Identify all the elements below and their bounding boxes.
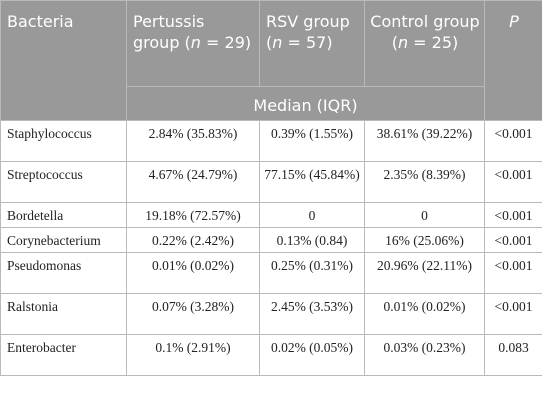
cell-pertussis: 2.84% (35.83%): [126, 120, 260, 162]
table-row: Streptococcus 4.67% (24.79%) 77.15% (45.…: [0, 161, 542, 203]
cell-bacteria: Bordetella: [0, 202, 127, 228]
header-pertussis-group: Pertussis group (n = 29): [126, 0, 260, 87]
cell-p-value: <0.001: [484, 227, 542, 253]
table-row: Bordetella 19.18% (72.57%) 0 0 <0.001: [0, 202, 542, 228]
table-row: Enterobacter 0.1% (2.91%) 0.02% (0.05%) …: [0, 334, 542, 376]
cell-pertussis: 0.1% (2.91%): [126, 334, 260, 376]
cell-bacteria: Enterobacter: [0, 334, 127, 376]
table-body: Staphylococcus 2.84% (35.83%) 0.39% (1.5…: [0, 120, 542, 376]
cell-control: 16% (25.06%): [364, 227, 485, 253]
cell-pertussis: 4.67% (24.79%): [126, 161, 260, 203]
cell-rsv: 2.45% (3.53%): [259, 293, 365, 335]
cell-control: 20.96% (22.11%): [364, 252, 485, 294]
cell-rsv: 0: [259, 202, 365, 228]
header-rsv-group: RSV group (n = 57): [259, 0, 365, 87]
header-median-iqr: Median (IQR): [126, 86, 485, 121]
table-row: Ralstonia 0.07% (3.28%) 2.45% (3.53%) 0.…: [0, 293, 542, 335]
cell-control: 2.35% (8.39%): [364, 161, 485, 203]
cell-bacteria: Corynebacterium: [0, 227, 127, 253]
table-row: Staphylococcus 2.84% (35.83%) 0.39% (1.5…: [0, 120, 542, 162]
bacteria-comparison-table: Bacteria Pertussis group (n = 29) RSV gr…: [0, 0, 542, 376]
cell-p-value: 0.083: [484, 334, 542, 376]
cell-rsv: 77.15% (45.84%): [259, 161, 365, 203]
header-p-value: P: [484, 0, 542, 121]
cell-rsv: 0.39% (1.55%): [259, 120, 365, 162]
header-bacteria: Bacteria: [0, 0, 127, 121]
cell-p-value: <0.001: [484, 293, 542, 335]
cell-bacteria: Ralstonia: [0, 293, 127, 335]
cell-pertussis: 0.22% (2.42%): [126, 227, 260, 253]
table-row: Pseudomonas 0.01% (0.02%) 0.25% (0.31%) …: [0, 252, 542, 294]
cell-control: 0.01% (0.02%): [364, 293, 485, 335]
cell-pertussis: 0.01% (0.02%): [126, 252, 260, 294]
cell-bacteria: Staphylococcus: [0, 120, 127, 162]
cell-bacteria: Pseudomonas: [0, 252, 127, 294]
cell-pertussis: 0.07% (3.28%): [126, 293, 260, 335]
cell-control: 0.03% (0.23%): [364, 334, 485, 376]
cell-control: 0: [364, 202, 485, 228]
cell-p-value: <0.001: [484, 120, 542, 162]
table-row: Corynebacterium 0.22% (2.42%) 0.13% (0.8…: [0, 227, 542, 253]
cell-rsv: 0.13% (0.84): [259, 227, 365, 253]
cell-p-value: <0.001: [484, 202, 542, 228]
cell-rsv: 0.02% (0.05%): [259, 334, 365, 376]
cell-p-value: <0.001: [484, 252, 542, 294]
cell-p-value: <0.001: [484, 161, 542, 203]
cell-rsv: 0.25% (0.31%): [259, 252, 365, 294]
subheader-row: Median (IQR): [1, 86, 542, 121]
table-header: Bacteria Pertussis group (n = 29) RSV gr…: [0, 0, 542, 121]
cell-pertussis: 19.18% (72.57%): [126, 202, 260, 228]
cell-control: 38.61% (39.22%): [364, 120, 485, 162]
header-control-group: Control group (n = 25): [364, 0, 485, 87]
cell-bacteria: Streptococcus: [0, 161, 127, 203]
header-row: Bacteria Pertussis group (n = 29) RSV gr…: [0, 0, 542, 121]
